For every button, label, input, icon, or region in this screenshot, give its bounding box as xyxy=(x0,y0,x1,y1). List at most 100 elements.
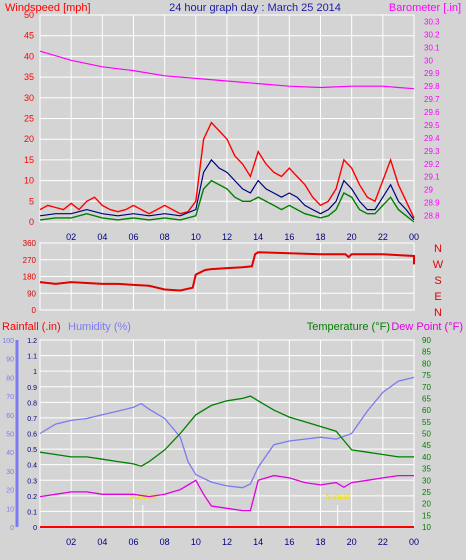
windspeed-tick-label: 10 xyxy=(24,176,34,186)
temperature-tick-label: 40 xyxy=(422,453,431,462)
humidity-tick-label: 60 xyxy=(6,413,14,420)
humidity-series-line xyxy=(39,376,415,489)
rainfall-tick-label: 0.3 xyxy=(27,478,37,485)
climate-x-tick-label: 22 xyxy=(378,537,388,547)
temperature-tick-label: 70 xyxy=(422,383,431,392)
rainfall-tick-label: 0.5 xyxy=(27,447,37,454)
temperature-series-line xyxy=(39,395,414,467)
compass-label: W xyxy=(433,259,444,271)
windspeed-tick-label: 50 xyxy=(24,10,34,20)
temperature-tick-label: 45 xyxy=(422,441,431,450)
windspeed-axis-label: Windspeed [mph] xyxy=(5,2,91,14)
windspeed-tick-label: 35 xyxy=(24,72,34,82)
dewpoint-axis-label: Dew Point (°F) xyxy=(391,321,463,333)
humidity-tick-label: 90 xyxy=(6,357,14,364)
wind-x-tick-label: 08 xyxy=(160,232,170,242)
direction-tick-label: 0 xyxy=(32,306,37,315)
wind-x-tick-label: 14 xyxy=(253,232,263,242)
temperature-tick-label: 65 xyxy=(422,394,431,403)
barometer-tick-label: 29.3 xyxy=(424,147,440,156)
wind-x-tick-label: 18 xyxy=(315,232,325,242)
direction-tick-label: 90 xyxy=(27,289,36,298)
climate-x-tick-label: 00 xyxy=(409,537,419,547)
barometer-tick-label: 29.4 xyxy=(424,134,440,143)
compass-label: S xyxy=(434,275,441,287)
humidity-tick-label: 80 xyxy=(6,375,14,382)
rainfall-tick-label: 1.1 xyxy=(27,354,37,361)
climate-x-tick-label: 12 xyxy=(222,537,232,547)
rainfall-tick-label: 0.6 xyxy=(27,432,37,439)
barometer-tick-label: 29.8 xyxy=(424,82,440,91)
temperature-tick-label: 85 xyxy=(422,348,431,357)
barometer-tick-label: 29.7 xyxy=(424,95,440,104)
rainfall-tick-label: 0.4 xyxy=(27,463,37,470)
temperature-tick-label: 10 xyxy=(422,523,431,532)
barometer-tick-label: 28.8 xyxy=(424,212,440,221)
windspeed-tick-label: 25 xyxy=(24,114,34,124)
direction-tick-label: 270 xyxy=(23,256,37,265)
temperature-tick-label: 75 xyxy=(422,371,431,380)
temperature-tick-label: 30 xyxy=(422,476,431,485)
wind-x-tick-label: 20 xyxy=(347,232,357,242)
barometer-tick-label: 29 xyxy=(424,186,433,195)
climate-x-tick-label: 18 xyxy=(315,537,325,547)
compass-label: N xyxy=(434,243,442,255)
sunset-label: Sunset xyxy=(325,492,351,501)
barometer-tick-label: 29.1 xyxy=(424,173,440,182)
dewpoint-series-line xyxy=(39,474,414,512)
temperature-tick-label: 35 xyxy=(422,465,431,474)
compass-label: N xyxy=(434,307,442,319)
wind-x-tick-label: 06 xyxy=(128,232,138,242)
climate-x-tick-label: 02 xyxy=(66,537,76,547)
climate-x-tick-label: 16 xyxy=(284,537,294,547)
barometer-tick-label: 30.2 xyxy=(424,30,440,39)
climate-x-tick-label: 14 xyxy=(253,537,263,547)
rainfall-tick-label: 1 xyxy=(33,369,37,376)
wind-x-tick-label: 12 xyxy=(222,232,232,242)
climate-x-tick-label: 10 xyxy=(191,537,201,547)
climate-x-tick-label: 06 xyxy=(128,537,138,547)
graph-title: 24 hour graph day : March 25 2014 xyxy=(169,2,341,14)
windspeed-tick-label: 40 xyxy=(24,51,34,61)
barometer-tick-label: 30 xyxy=(424,56,433,65)
wind-x-tick-label: 04 xyxy=(97,232,107,242)
direction-tick-label: 360 xyxy=(23,239,37,248)
humidity-tick-label: 0 xyxy=(10,525,14,532)
rainfall-tick-label: 0.8 xyxy=(27,400,37,407)
rainfall-tick-label: 0 xyxy=(33,525,37,532)
sunrise-label: Sunrise xyxy=(129,492,157,501)
humidity-tick-label: 70 xyxy=(6,394,14,401)
direction-tick-label: 180 xyxy=(23,273,37,282)
barometer-tick-label: 28.9 xyxy=(424,199,440,208)
humidity-tick-label: 50 xyxy=(6,432,14,439)
wind-x-tick-label: 00 xyxy=(409,232,419,242)
wind-x-tick-label: 16 xyxy=(284,232,294,242)
compass-label: E xyxy=(434,291,441,303)
humidity-axis-label: Humidity (%) xyxy=(68,321,131,333)
rainfall-tick-label: 1.2 xyxy=(27,338,37,345)
barometer-tick-label: 29.9 xyxy=(424,69,440,78)
temperature-tick-label: 80 xyxy=(422,359,431,368)
wind-direction-series-line xyxy=(39,251,415,292)
barometer-tick-label: 30.1 xyxy=(424,43,440,52)
barometer-tick-label: 30.3 xyxy=(424,17,440,26)
gust-series-line xyxy=(39,121,415,219)
wind-x-tick-label: 02 xyxy=(66,232,76,242)
barometer-tick-label: 29.5 xyxy=(424,121,440,130)
barometer-series-line xyxy=(39,50,415,90)
rainfall-axis-label: Rainfall (.in) xyxy=(2,321,61,333)
windspeed-tick-label: 20 xyxy=(24,134,34,144)
windspeed-tick-label: 15 xyxy=(24,155,34,165)
temperature-tick-label: 20 xyxy=(422,500,431,509)
temperature-tick-label: 55 xyxy=(422,418,431,427)
temperature-tick-label: 15 xyxy=(422,511,431,520)
temperature-tick-label: 50 xyxy=(422,430,431,439)
barometer-tick-label: 29.2 xyxy=(424,160,440,169)
wind-x-tick-label: 10 xyxy=(191,232,201,242)
humidity-tick-label: 30 xyxy=(6,469,14,476)
barometer-tick-label: 29.6 xyxy=(424,108,440,117)
windspeed-tick-label: 5 xyxy=(29,196,34,206)
windspeed-series-line xyxy=(39,179,415,223)
